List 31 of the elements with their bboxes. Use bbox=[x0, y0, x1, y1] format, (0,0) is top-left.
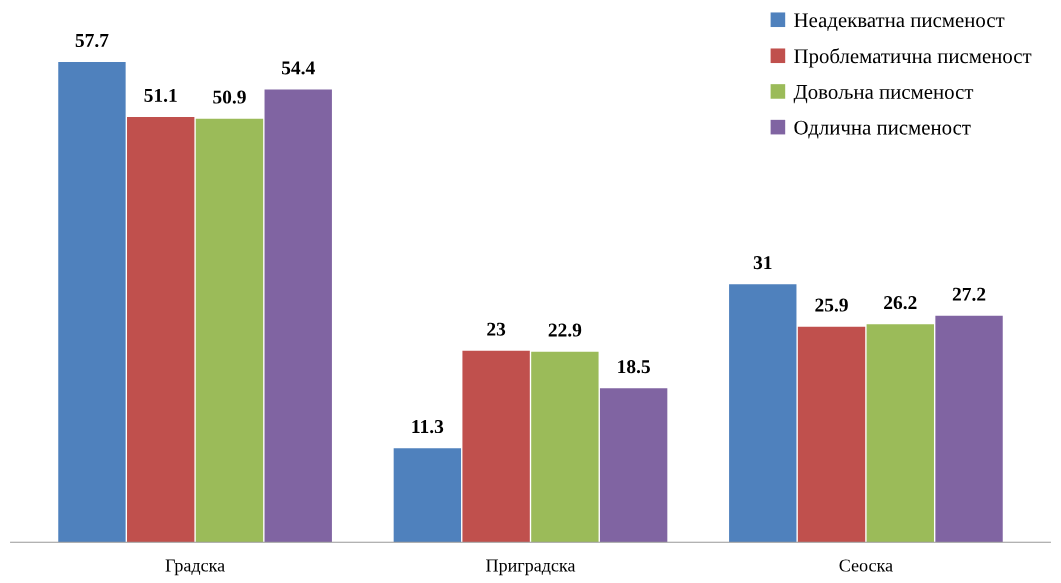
data-label: 18.5 bbox=[618, 360, 650, 374]
bar bbox=[264, 89, 332, 543]
bar bbox=[866, 324, 934, 543]
bar bbox=[462, 350, 530, 543]
bar bbox=[393, 448, 462, 543]
data-label: 25.9 bbox=[815, 298, 848, 312]
bar bbox=[127, 116, 195, 543]
legend-label: Довољна писменост bbox=[793, 85, 974, 104]
data-label: 23 bbox=[487, 322, 506, 336]
data-label: 31 bbox=[753, 256, 772, 270]
bar bbox=[195, 118, 264, 543]
data-label: 50.9 bbox=[213, 90, 246, 104]
x-tick-label: Градска bbox=[165, 559, 225, 576]
bar bbox=[935, 315, 1003, 543]
data-label: 27.2 bbox=[952, 287, 986, 301]
bar bbox=[531, 351, 599, 543]
data-label: 51.1 bbox=[144, 88, 177, 103]
data-label: 22.9 bbox=[548, 323, 582, 337]
legend-label: Неадекватна писменост bbox=[794, 13, 1005, 32]
legend-label: Проблематична писменост bbox=[794, 48, 1032, 68]
data-label: 11.3 bbox=[412, 420, 444, 434]
bar bbox=[58, 62, 126, 543]
bar bbox=[729, 284, 797, 543]
data-label: 54.4 bbox=[281, 61, 315, 75]
data-label: 26.2 bbox=[884, 296, 917, 310]
x-tick-label: Сеоска bbox=[839, 559, 893, 572]
bar bbox=[599, 388, 668, 543]
x-tick-label: Приградска bbox=[486, 559, 576, 576]
bar bbox=[797, 326, 866, 543]
data-label: 57.7 bbox=[75, 34, 109, 48]
legend-label: Одлична писменост bbox=[794, 120, 971, 139]
